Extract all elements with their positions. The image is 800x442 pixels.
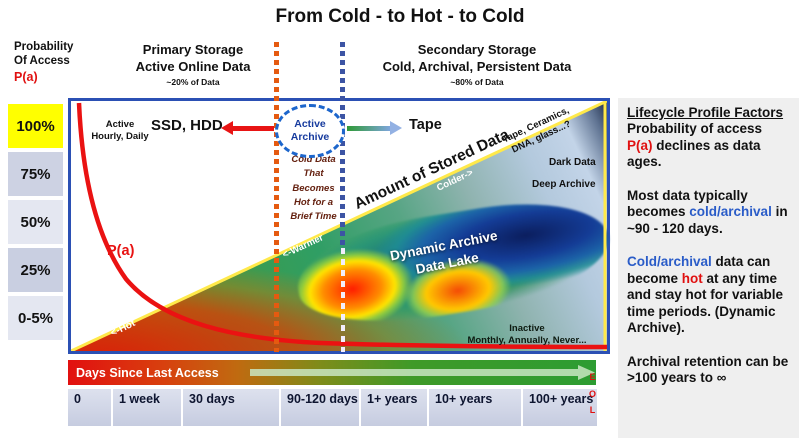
panel-text-segment: Probability of access <box>627 121 763 137</box>
secondary-storage-header: Secondary Storage Cold, Archival, Persis… <box>363 42 591 87</box>
chart-lines <box>71 101 607 351</box>
secondary-storage-label: Secondary Storage Cold, Archival, Persis… <box>382 42 572 74</box>
tape-label: Tape <box>409 117 442 133</box>
white-divider-line <box>341 248 345 352</box>
secondary-storage-note: ~80% of Data <box>450 76 504 87</box>
pa-curve-label: P(a) <box>107 243 135 259</box>
panel-text-segment: in ~90 - 120 days. <box>627 204 788 236</box>
right-arrow-icon <box>347 121 402 135</box>
panel-text-segment: P(a) <box>627 137 653 153</box>
panel-text-segment: at any time and stay hot for variable ti… <box>627 270 784 336</box>
yaxis-tick-25: 25% <box>8 248 63 292</box>
blue-divider-line <box>340 42 345 248</box>
timeline-arrow-icon <box>250 365 595 380</box>
timeline-cell-0: 0 <box>68 389 111 426</box>
panel-text-segment: data can become <box>627 254 771 286</box>
panel-paragraph-2: Most data typically becomes cold/archiva… <box>627 188 790 237</box>
panel-title: Lifecycle Profile Factors <box>627 105 784 120</box>
left-arrow-icon <box>221 121 274 135</box>
panel-paragraph-1: Probability of access P(a) declines as d… <box>627 121 790 170</box>
lifecycle-profile-factors-panel: Lifecycle Profile Factors Probability of… <box>618 98 799 438</box>
panel-text-segment: cold/archival <box>689 204 772 220</box>
timeline-cell-90-120days: 90-120 days <box>281 389 359 426</box>
timeline-cell-30days: 30 days <box>183 389 279 426</box>
timeline-cell-10plus-years: 10+ years <box>429 389 521 426</box>
pa-decay-curve <box>76 102 607 350</box>
diagram-title: From Cold - to Hot - to Cold <box>275 6 525 27</box>
panel-text-segment: Most data typically becomes <box>627 187 748 220</box>
yaxis-tick-0-5: 0-5% <box>8 296 63 340</box>
panel-text-segment: Cold/archival <box>627 254 712 270</box>
ssd-hdd-label: SSD, HDD <box>151 117 223 134</box>
yaxis-tick-100: 100% <box>8 104 63 148</box>
deep-archive-label: Deep Archive <box>532 179 596 190</box>
primary-storage-header: Primary Storage Active Online Data ~20% … <box>88 42 298 87</box>
dark-data-label: Dark Data <box>549 157 596 168</box>
primary-storage-note: ~20% of Data <box>166 76 220 87</box>
timeline-cell-100plus-years: 100+ years <box>523 389 597 426</box>
active-hourly-daily-label: Active Hourly, Daily <box>91 119 149 142</box>
days-since-last-access-label: Days Since Last Access <box>76 365 219 380</box>
probability-pa-label: P(a) <box>14 70 38 84</box>
cold-data-note: Cold Data That Becomes Hot for a Brief T… <box>290 154 337 222</box>
panel-text-segment: hot <box>681 270 703 286</box>
inactive-label: Inactive Monthly, Annually, Never... <box>467 323 587 347</box>
panel-paragraph-4: Archival retention can be >100 years to … <box>627 354 790 387</box>
probability-axis-label: Probability Of Access <box>14 41 74 68</box>
active-archive-cloud: Active Archive <box>275 104 345 158</box>
eol-marker: E O L <box>589 372 597 416</box>
timeline-cell-1week: 1 week <box>113 389 181 426</box>
panel-text-segment: Archival retention can be >100 years to … <box>627 353 789 386</box>
timeline-cell-1plus-years: 1+ years <box>361 389 427 426</box>
yaxis-tick-50: 50% <box>8 200 63 244</box>
panel-text-segment: declines as data ages. <box>627 137 761 170</box>
yaxis-tick-75: 75% <box>8 152 63 196</box>
panel-paragraph-3: Cold/archival data can become hot at any… <box>627 254 790 336</box>
primary-storage-label: Primary Storage Active Online Data <box>135 42 251 74</box>
orange-divider-line <box>274 42 279 352</box>
